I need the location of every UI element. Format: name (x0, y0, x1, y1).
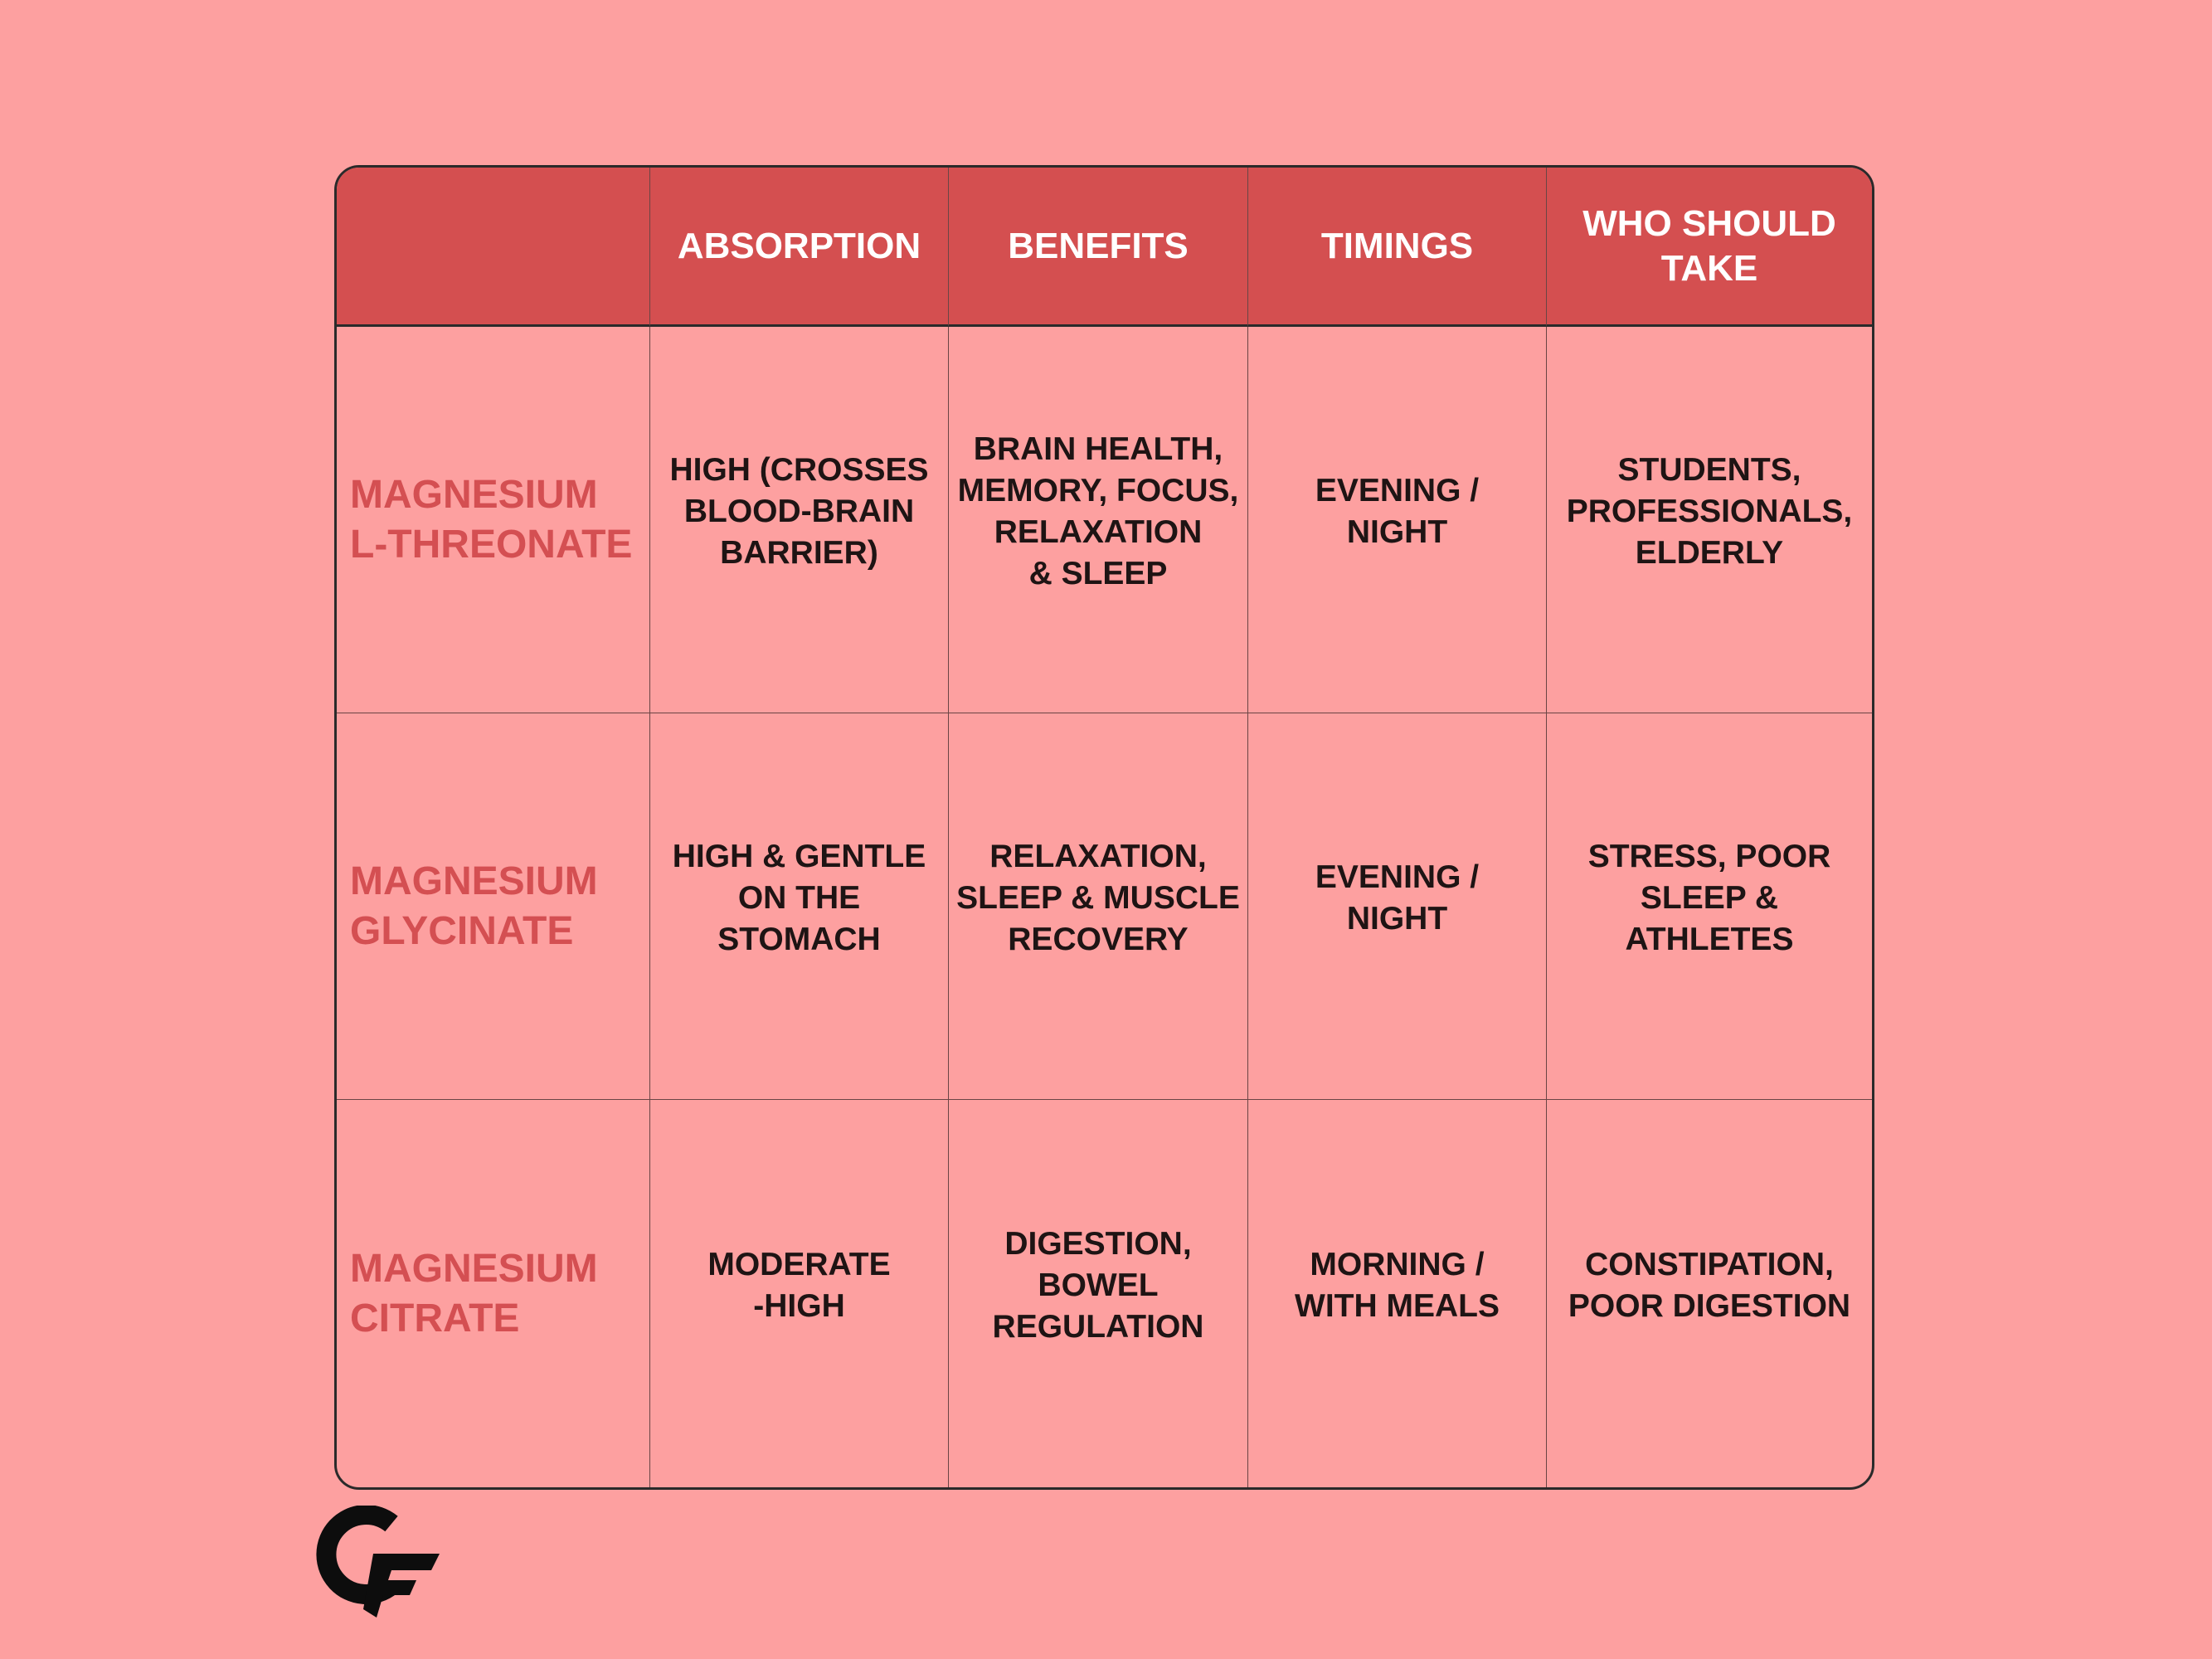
row-label: MAGNESIUM L-THREONATE (337, 327, 650, 713)
row-label: MAGNESIUM CITRATE (337, 1100, 650, 1487)
table-cell: HIGH & GENTLE ON THE STOMACH (650, 713, 949, 1100)
table-cell: CONSTIPATION, POOR DIGESTION (1568, 1246, 1851, 1324)
header-cell: WHO SHOULD TAKE (1547, 168, 1872, 327)
logo (316, 1506, 440, 1618)
table-cell: STRESS, POOR SLEEP & ATHLETES (1547, 713, 1872, 1100)
table-cell: EVENING / NIGHT (1248, 327, 1547, 713)
header-cell: BENEFITS (949, 168, 1248, 327)
header-cell: ABSORPTION (650, 168, 949, 327)
table-cell: STUDENTS, PROFESSIONALS, ELDERLY (1547, 327, 1872, 713)
header-cell-empty (337, 168, 650, 327)
comparison-table: ABSORPTION BENEFITS TIMINGS WHO SHOULD TAKE… (334, 165, 1874, 1490)
row-label: MAGNESIUM GLYCINATE (337, 713, 650, 1100)
table-cell: EVENING / NIGHT (1248, 713, 1547, 1100)
table-cell: HIGH (CROSSES BLOOD-BRAIN BARRIER) (650, 327, 949, 713)
table-cell: MODERATE -HIGH (650, 1100, 949, 1487)
header-cell: TIMINGS (1248, 168, 1547, 327)
logo-f (363, 1554, 440, 1618)
table-cell: MORNING / WITH MEALS (1248, 1100, 1547, 1487)
table-cell: DIGESTION, BOWEL REGULATION (949, 1100, 1248, 1487)
table-cell: RELAXATION, SLEEP & MUSCLE RECOVERY (949, 713, 1248, 1100)
table-cell: BRAIN HEALTH, MEMORY, FOCUS, RELAXATION … (949, 327, 1248, 713)
